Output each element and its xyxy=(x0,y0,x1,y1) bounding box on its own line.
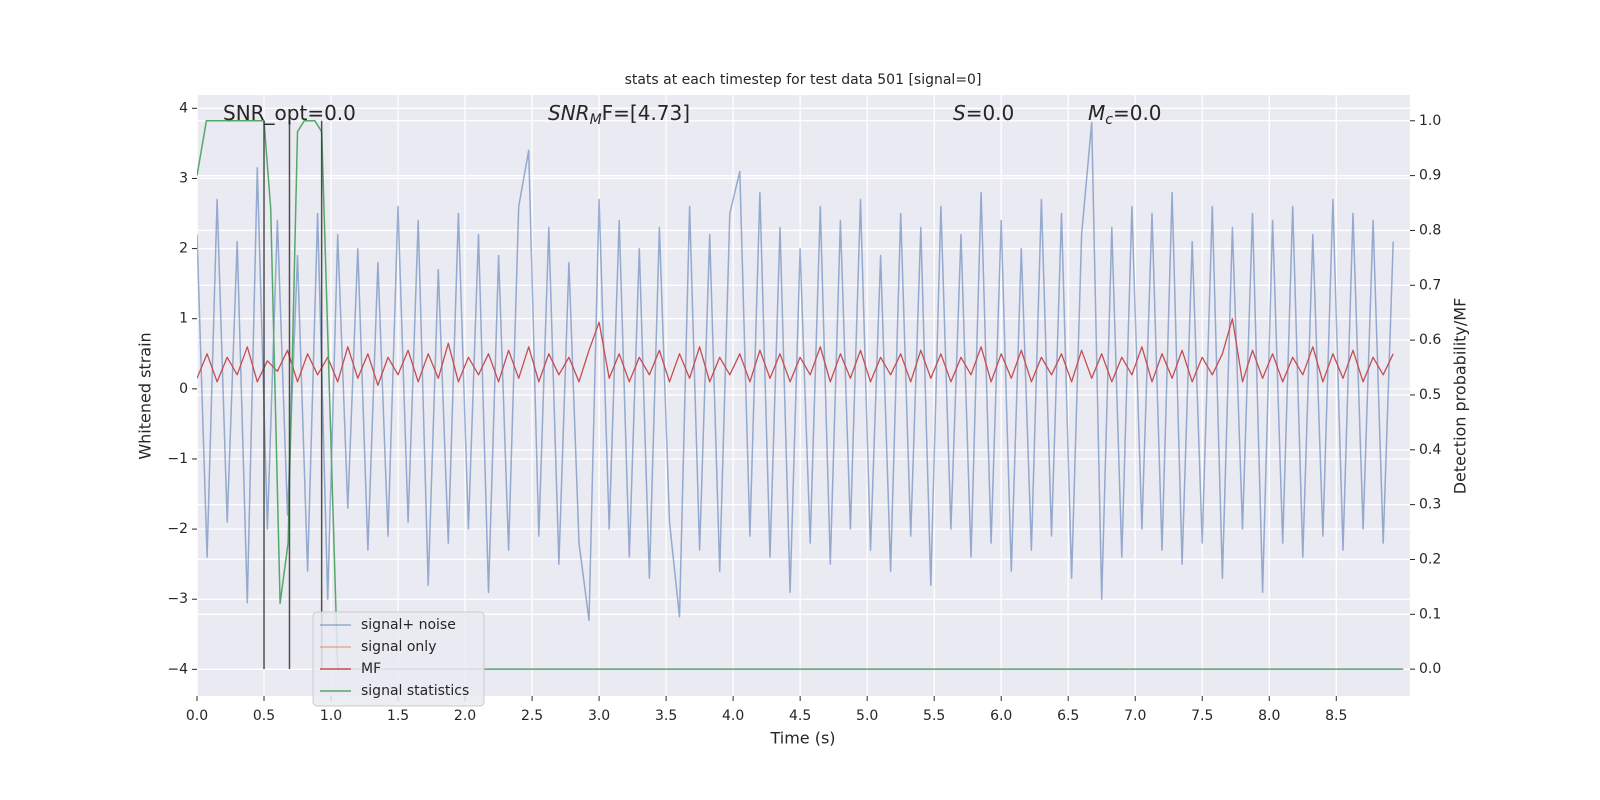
annotation: Mc=0.0 xyxy=(1088,101,1162,129)
x-tick-label: 4.0 xyxy=(722,708,744,724)
y-tick-label: −3 xyxy=(167,591,188,607)
x-tick-label: 6.5 xyxy=(1057,708,1079,724)
annotation: SNRMF=[4.73] xyxy=(548,101,690,129)
legend-label: signal only xyxy=(361,639,436,655)
legend-label: signal+ noise xyxy=(361,617,456,633)
x-tick-label: 4.5 xyxy=(789,708,811,724)
annotation-part: =0.0 xyxy=(1113,101,1162,125)
legend-label: MF xyxy=(361,661,381,677)
series-line xyxy=(197,318,1394,386)
y2-tick-label: 0.9 xyxy=(1419,168,1441,184)
x-tick-label: 7.5 xyxy=(1191,708,1213,724)
series-line xyxy=(197,121,1394,622)
y-tick-label: 1 xyxy=(179,311,188,327)
y-tick-label: 3 xyxy=(179,170,188,186)
x-tick-label: 1.5 xyxy=(387,708,409,724)
y-tick-label: −2 xyxy=(167,521,188,537)
x-tick-label: 2.5 xyxy=(521,708,543,724)
annotation-part: M xyxy=(590,112,602,128)
annotation-part: =0.0 xyxy=(966,101,1015,125)
y-tick-label: 4 xyxy=(179,100,188,116)
annotation: SNR_opt=0.0 xyxy=(223,101,356,125)
series-line xyxy=(197,120,1404,670)
x-tick-label: 3.5 xyxy=(655,708,677,724)
chart-title: stats at each timestep for test data 501… xyxy=(625,72,982,88)
y2-tick-label: 0.2 xyxy=(1419,551,1441,567)
y2-axis-label: Detection probability/MF xyxy=(1451,298,1470,495)
x-axis-label: Time (s) xyxy=(769,729,835,748)
y2-tick-label: 0.1 xyxy=(1419,606,1441,622)
x-tick-label: 5.0 xyxy=(856,708,878,724)
annotation-part: SNR xyxy=(548,101,590,125)
y2-tick-label: 1.0 xyxy=(1419,113,1441,129)
annotation: S=0.0 xyxy=(953,101,1014,125)
y2-tick-label: 0.3 xyxy=(1419,497,1441,513)
x-tick-label: 3.0 xyxy=(588,708,610,724)
y2-tick-label: 0.4 xyxy=(1419,442,1441,458)
y2-tick-label: 0.7 xyxy=(1419,277,1441,293)
y-tick-label: 2 xyxy=(179,241,188,257)
annotation-part: F=[4.73] xyxy=(602,101,690,125)
annotation-part: M xyxy=(1088,101,1105,125)
y-tick-label: −1 xyxy=(167,451,188,467)
x-tick-label: 7.0 xyxy=(1124,708,1146,724)
legend-label: signal statistics xyxy=(361,683,469,699)
y2-tick-label: 0.8 xyxy=(1419,222,1441,238)
x-tick-label: 5.5 xyxy=(923,708,945,724)
legend-box xyxy=(312,611,485,707)
y2-tick-label: 0.5 xyxy=(1419,387,1441,403)
y2-tick-label: 0.6 xyxy=(1419,332,1441,348)
x-tick-label: 0.5 xyxy=(253,708,275,724)
y-tick-label: −4 xyxy=(167,661,188,677)
annotation-part: c xyxy=(1105,112,1113,128)
x-tick-label: 6.0 xyxy=(990,708,1012,724)
annotation-part: S xyxy=(953,101,966,125)
x-tick-label: 0.0 xyxy=(186,708,208,724)
annotation-part: SNR_opt=0.0 xyxy=(223,101,356,125)
x-tick-label: 1.0 xyxy=(320,708,342,724)
y-axis-label: Whitened strain xyxy=(136,332,155,459)
x-tick-label: 2.0 xyxy=(454,708,476,724)
x-tick-label: 8.5 xyxy=(1325,708,1347,724)
y-tick-label: 0 xyxy=(179,381,188,397)
plot-series xyxy=(197,120,1404,670)
x-tick-label: 8.0 xyxy=(1258,708,1280,724)
y2-tick-label: 0.0 xyxy=(1419,661,1441,677)
